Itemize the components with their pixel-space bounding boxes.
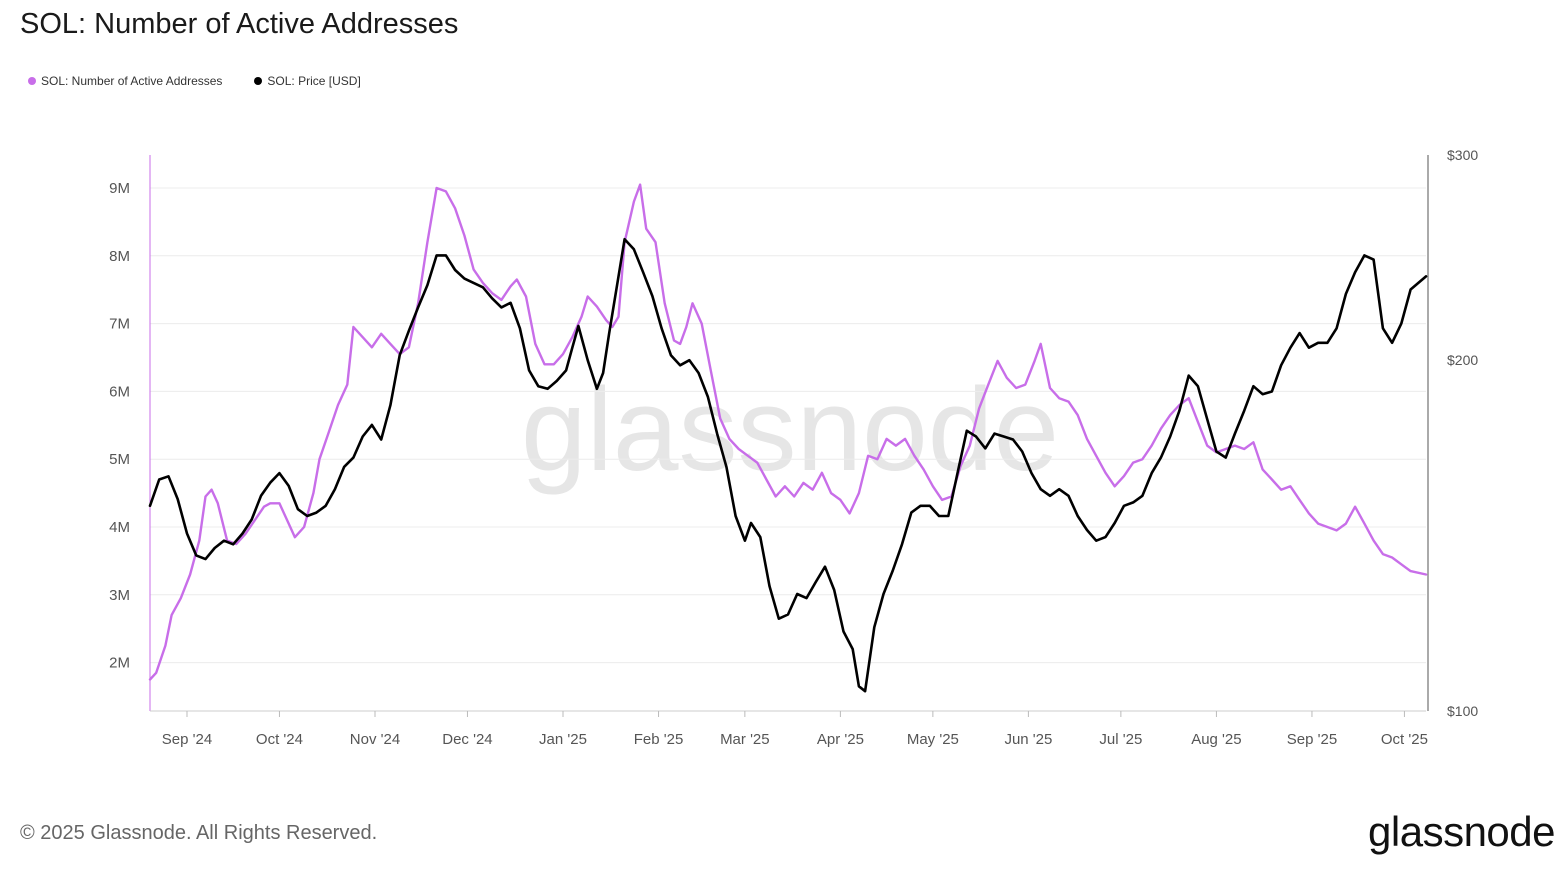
x-tick-label: Jan '25 — [539, 731, 587, 748]
x-tick-label: Mar '25 — [720, 731, 770, 748]
y-left-tick-label: 6M — [109, 383, 130, 400]
y-right-tick-label: $100 — [1447, 703, 1478, 719]
y-left-tick-label: 8M — [109, 248, 130, 265]
y-left-tick-label: 9M — [109, 180, 130, 197]
copyright-text: © 2025 Glassnode. All Rights Reserved. — [20, 822, 378, 844]
gridlines — [150, 187, 1426, 664]
y-left-tick-label: 5M — [109, 451, 130, 468]
y-right-tick-label: $300 — [1447, 147, 1478, 163]
y-left-tick-label: 4M — [109, 519, 130, 536]
x-tick-label: Aug '25 — [1191, 731, 1241, 748]
axes — [149, 155, 1429, 717]
x-tick-label: Sep '25 — [1287, 731, 1337, 748]
x-tick-label: Oct '25 — [1381, 731, 1428, 748]
series-line-active-addresses — [148, 183, 1428, 681]
glassnode-logo: glassnode — [1368, 808, 1555, 855]
x-tick-label: Apr '25 — [817, 731, 864, 748]
chart-title: SOL: Number of Active Addresses — [20, 8, 459, 40]
x-tick-label: Nov '24 — [350, 731, 400, 748]
legend-dot-price — [254, 77, 263, 85]
y-left-tick-label: 7M — [109, 316, 130, 333]
legend: SOL: Number of Active Addresses SOL: Pri… — [28, 74, 361, 88]
y-right-tick-label: $200 — [1447, 352, 1478, 368]
watermark: glassnode — [521, 364, 1059, 496]
watermark-text: glassnode — [521, 364, 1059, 496]
y-left-tick-label: 3M — [109, 587, 130, 604]
series-line-price — [148, 237, 1428, 693]
x-tick-label: Jul '25 — [1099, 731, 1142, 748]
x-tick-label: Dec '24 — [442, 731, 492, 748]
x-tick-label: Jun '25 — [1004, 731, 1052, 748]
x-tick-label: Sep '24 — [162, 731, 212, 748]
x-tick-label: May '25 — [907, 731, 959, 748]
legend-label-active-addresses: SOL: Number of Active Addresses — [41, 74, 223, 88]
legend-label-price: SOL: Price [USD] — [267, 74, 361, 88]
legend-dot-active-addresses — [28, 77, 36, 85]
x-tick-label: Oct '24 — [256, 731, 303, 748]
legend-item-active-addresses[interactable]: SOL: Number of Active Addresses — [28, 74, 222, 88]
y-left-tick-label: 2M — [109, 655, 130, 672]
series-lines — [148, 183, 1428, 693]
x-tick-label: Feb '25 — [634, 731, 684, 748]
legend-item-price[interactable]: SOL: Price [USD] — [254, 74, 361, 88]
tick-labels: 2M 3M 4M 5M 6M 7M 8M 9M $100 $200 $300 Sep '24 Oct '… — [109, 147, 1478, 748]
